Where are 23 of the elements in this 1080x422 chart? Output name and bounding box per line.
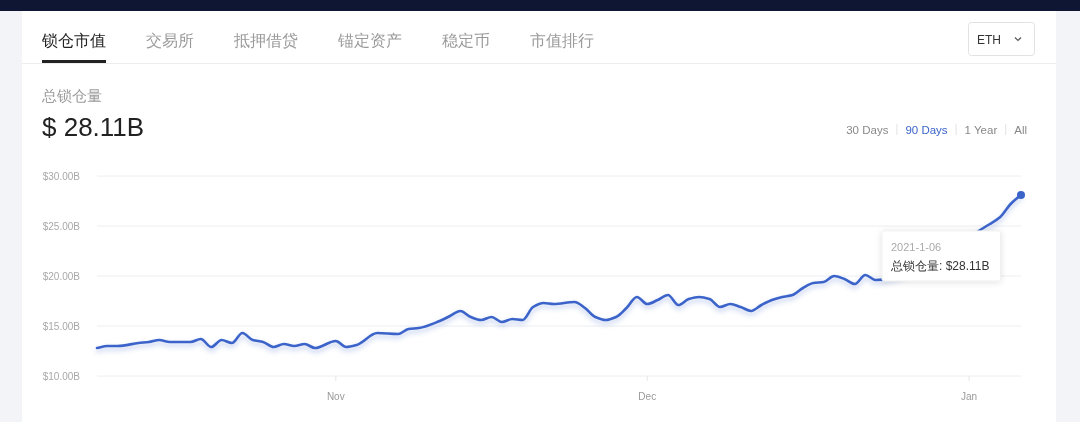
text: 锚定资产 (337, 32, 402, 49)
annotation: 总锁仓量: $28.11B (890, 258, 990, 273)
y-tick-label: $20.00B (42, 270, 81, 282)
y-tick-label: $25.00B (42, 220, 81, 232)
text: 市值排行 (530, 32, 594, 49)
annotation: 2021-1-06 (891, 240, 942, 253)
text: ETH (977, 33, 1001, 47)
chart-title: 总锁仓量 (41, 87, 102, 104)
x-tick-label: Nov (326, 391, 345, 402)
x-tick-label: Dec (638, 391, 657, 402)
text: 90 Days (905, 124, 948, 136)
y-tick-label: $15.00B (42, 320, 81, 332)
text: 抵押借贷 (233, 32, 298, 49)
text: 锁仓市值 (41, 32, 106, 49)
text: 30 Days (846, 124, 889, 136)
text: 交易所 (146, 32, 194, 49)
chart-subtitle: $ 28.11B (42, 112, 145, 142)
text: All (1014, 124, 1027, 136)
y-tick-label: $10.00B (42, 370, 81, 382)
y-tick-label: $30.00B (42, 170, 81, 182)
text: 1 Year (964, 124, 998, 136)
text: 稳定币 (442, 32, 490, 49)
x-tick-label: Jan (961, 391, 978, 402)
